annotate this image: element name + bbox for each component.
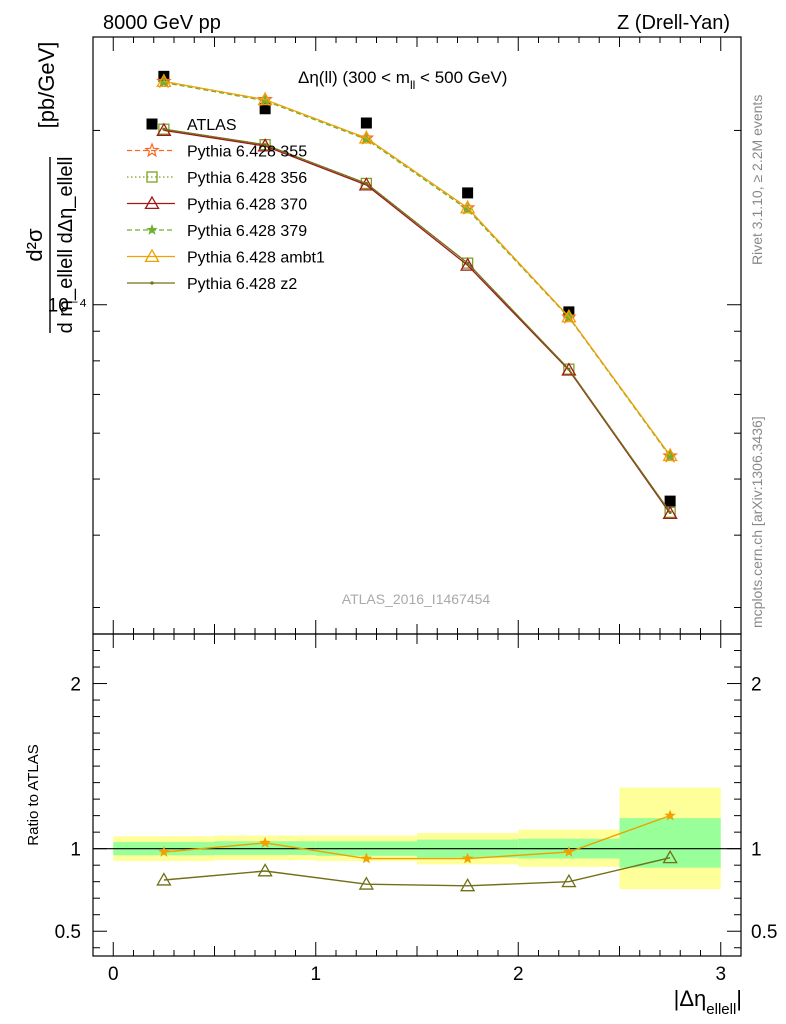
data-point-pythia-6-428-z2 (466, 261, 470, 265)
ratio-point-pythia-6-428-z2 (561, 873, 577, 888)
x-tick-label: 3 (715, 964, 726, 985)
data-point-pythia-6-428-ambt1 (460, 200, 476, 214)
ratio-line-pythia-6-428-ambt1 (163, 814, 671, 860)
ratio-y-tick-label: 1 (70, 840, 81, 861)
data-point-pythia-6-428-z2 (567, 367, 571, 371)
ratio-line-pythia-6-428-z2 (163, 857, 671, 887)
data-point-pythia-6-428-z2 (364, 181, 368, 186)
legend-label-atlas: ATLAS (187, 117, 237, 134)
ratio-axis-ticks: 0 1 2 3 0.5 0.5 1 1 2 2 (55, 633, 777, 985)
ratio-series-layer (156, 809, 678, 892)
legend-label-pythia-6-428-ambt1: Pythia 6.428 ambt1 (187, 250, 325, 267)
y-label-den: d m_ellell dΔη_ellell (55, 157, 77, 334)
ratio-point-pythia-6-428-z2 (358, 876, 374, 890)
data-point-pythia-6-428-z2 (162, 127, 166, 131)
ratio-point-pythia-6-428-ambt1 (563, 846, 575, 857)
series-line-pythia-6-428-ambt1 (163, 80, 671, 456)
ratio-point-pythia-6-428-z2 (156, 872, 172, 886)
header-right: Z (Drell-Yan) (617, 12, 730, 34)
data-point-pythia-6-428-370 (460, 257, 476, 271)
ratio-y-tick-label-right: 1 (751, 840, 762, 861)
x-tick-label: 2 (513, 964, 524, 985)
mcplots-label: mcplots.cern.ch [arXiv:1306.3436] (749, 416, 765, 628)
ratio-point-pythia-6-428-z2 (662, 849, 678, 864)
plot-title: Δη(ll) (300 < mll < 500 GeV) (298, 68, 507, 92)
x-tick-label: 1 (310, 964, 321, 985)
data-point-pythia-6-428-370 (662, 505, 678, 520)
data-point-pythia-6-428-ambt1 (358, 130, 374, 144)
data-point-pythia-6-428-z2 (263, 143, 267, 147)
data-point-pythia-6-428-370 (257, 138, 273, 152)
header-left: 8000 GeV pp (103, 12, 221, 34)
x-axis-label: |Δηellell| (674, 986, 742, 1018)
ratio-y-tick-label-right: 0.5 (751, 922, 777, 943)
x-label-sub: ellell (706, 1001, 736, 1018)
legend-label-pythia-6-428-356: Pythia 6.428 356 (187, 170, 307, 187)
data-point-atlas (360, 117, 372, 129)
series-line-pythia-6-428-z2 (163, 128, 671, 513)
data-point-atlas (259, 103, 271, 115)
rivet-label: Rivet 3.1.10, ≥ 2.2M events (749, 95, 765, 265)
plot-title-main: Δη(ll) (300 < m (298, 68, 410, 87)
data-point-pythia-6-428-ambt1 (662, 447, 678, 462)
ratio-point-pythia-6-428-z2 (257, 863, 273, 877)
ratio-y-tick-label: 0.5 (55, 922, 81, 943)
ratio-y-tick-label: 2 (70, 675, 81, 696)
main-y-tick-label: 10⁻⁴ (48, 296, 87, 317)
main-series-layer (156, 70, 678, 520)
legend-marker-pythia-6-428-370 (144, 195, 160, 210)
legend-label-pythia-6-428-379: Pythia 6.428 379 (187, 223, 307, 240)
series-line-pythia-6-428-370 (163, 129, 671, 514)
series-line-pythia-6-428-379 (163, 81, 671, 457)
main-axis-ticks: 10⁻⁴10⁻³ (48, 37, 741, 634)
legend: ATLAS Pythia 6.428 355 Pythia 6.428 356 Pyt… (127, 117, 325, 293)
x-tick-label: 0 (108, 964, 119, 985)
data-point-pythia-6-428-370 (358, 177, 374, 191)
legend-marker-atlas (146, 118, 158, 130)
legend-label-pythia-6-428-370: Pythia 6.428 370 (187, 197, 307, 214)
ratio-y-label: Ratio to ATLAS (25, 744, 42, 845)
plot-title-end: < 500 GeV) (415, 68, 507, 87)
data-point-atlas (664, 495, 676, 507)
ratio-point-pythia-6-428-ambt1 (664, 809, 676, 821)
data-point-pythia-6-428-379 (664, 450, 676, 462)
main-y-label: d²σ d m_ellell dΔη_ellell [pb/GeV] (22, 42, 77, 334)
data-point-atlas (462, 187, 474, 199)
ratio-band-inner (619, 818, 721, 868)
ratio-point-pythia-6-428-ambt1 (259, 836, 271, 848)
legend-marker-pythia-6-428-356 (146, 171, 158, 183)
data-point-pythia-6-428-370 (561, 362, 577, 376)
data-point-pythia-6-428-379 (461, 203, 474, 215)
legend-label-pythia-6-428-355: Pythia 6.428 355 (187, 144, 307, 161)
ratio-point-pythia-6-428-ambt1 (461, 852, 474, 864)
series-line-pythia-6-428-355 (163, 80, 671, 457)
ratio-point-pythia-6-428-ambt1 (360, 852, 373, 864)
x-label-end: | (736, 986, 742, 1011)
analysis-watermark: ATLAS_2016_I1467454 (342, 591, 491, 607)
y-label-unit: [pb/GeV] (34, 42, 59, 129)
plot-title-sub: ll (410, 78, 415, 92)
legend-marker-pythia-6-428-355 (144, 142, 160, 158)
ratio-point-pythia-6-428-z2 (460, 878, 476, 892)
legend-marker-pythia-6-428-ambt1 (144, 248, 160, 263)
ratio-uncertainty-bands (93, 787, 741, 890)
data-point-pythia-6-428-z2 (668, 510, 672, 514)
x-label-main: |Δη (674, 986, 707, 1011)
data-point-pythia-6-428-ambt1 (156, 73, 172, 87)
ratio-y-tick-label-right: 2 (751, 675, 762, 696)
y-label-num: d²σ (22, 228, 47, 262)
legend-marker-pythia-6-428-z2 (150, 281, 154, 285)
ratio-point-pythia-6-428-ambt1 (158, 846, 170, 857)
data-point-pythia-6-428-ambt1 (257, 91, 273, 106)
legend-marker-pythia-6-428-379 (146, 224, 158, 235)
legend-label-pythia-6-428-z2: Pythia 6.428 z2 (187, 276, 297, 293)
data-point-pythia-6-428-ambt1 (561, 309, 577, 323)
